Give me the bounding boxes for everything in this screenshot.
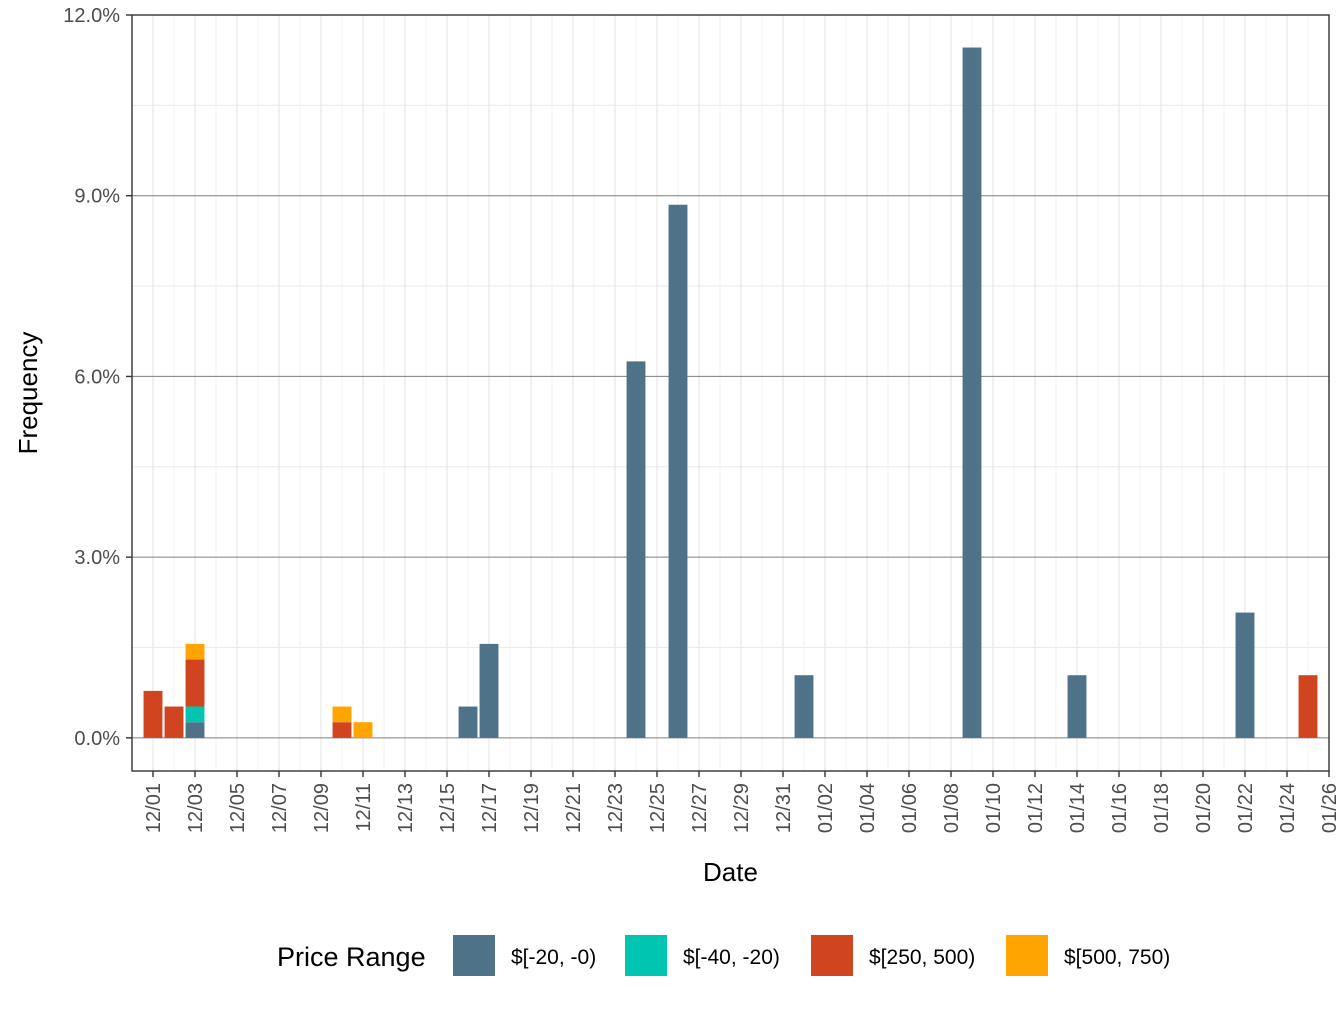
- x-tick-label: 01/26: [1319, 783, 1341, 833]
- legend-label: $[-20, -0): [511, 946, 596, 969]
- x-tick-label: 01/02: [815, 783, 837, 833]
- grid-layer: [132, 14, 1330, 771]
- x-tick-label: 12/11: [353, 783, 375, 832]
- x-tick-label: 12/15: [437, 783, 459, 833]
- x-tick-label: 12/09: [311, 783, 333, 833]
- bar-segment: [794, 675, 814, 738]
- x-tick-label: 12/03: [185, 783, 207, 833]
- x-tick-label: 12/19: [521, 783, 543, 833]
- y-tick-label: 0.0%: [74, 728, 120, 750]
- bar-segment: [185, 706, 205, 723]
- x-tick-label: 01/14: [1067, 783, 1089, 833]
- legend-key: [811, 935, 853, 976]
- bar-segment: [458, 706, 478, 738]
- y-tick-label: 3.0%: [74, 547, 120, 569]
- x-tick-label: 12/01: [143, 783, 165, 833]
- x-axis-title: Date: [703, 857, 758, 887]
- y-axis-title: Frequency: [13, 332, 43, 455]
- x-tick-label: 12/25: [647, 783, 669, 833]
- x-tick-label: 01/22: [1235, 783, 1257, 833]
- bar-segment: [353, 722, 373, 738]
- bar-segment: [143, 690, 163, 738]
- bar-segment: [332, 706, 352, 723]
- bar-segment: [626, 361, 646, 738]
- bar-segment: [668, 204, 688, 738]
- bar-segment: [1235, 612, 1255, 738]
- bar-segment: [185, 643, 205, 660]
- y-tick-label: 12.0%: [63, 5, 120, 27]
- axis-layer: 0.0% 3.0% 6.0% 9.0% 12.0% 12/01 12/03 12/05 12/0…: [63, 5, 1341, 833]
- legend-label: $[500, 750): [1064, 946, 1170, 969]
- x-tick-label: 12/27: [689, 783, 711, 833]
- panel-border: [131, 14, 1330, 772]
- legend-label: $[-40, -20): [683, 946, 780, 969]
- x-tick-label: 12/21: [563, 783, 585, 833]
- x-tick-label: 01/10: [983, 783, 1005, 833]
- x-tick-label: 12/05: [227, 783, 249, 833]
- legend-label: $[250, 500): [869, 946, 975, 969]
- bar-layer: [143, 47, 1318, 738]
- bar-segment: [479, 643, 499, 738]
- bar-segment: [164, 706, 184, 738]
- x-tick-label: 01/20: [1193, 783, 1215, 833]
- x-tick-label: 01/06: [899, 783, 921, 833]
- x-tick-label: 12/13: [395, 783, 417, 833]
- x-tick-label: 01/08: [941, 783, 963, 833]
- legend-key: [453, 935, 495, 976]
- bar-segment: [185, 659, 205, 707]
- x-tick-label: 01/18: [1151, 783, 1173, 833]
- x-tick-label: 01/24: [1277, 783, 1299, 833]
- y-tick-label: 9.0%: [74, 186, 120, 208]
- y-tick-label: 6.0%: [74, 366, 120, 388]
- bar-segment: [185, 722, 205, 738]
- x-tick-label: 01/12: [1025, 783, 1047, 833]
- x-tick-label: 12/31: [773, 783, 795, 833]
- bar-segment: [1067, 675, 1087, 738]
- legend-key: [1006, 935, 1048, 976]
- x-tick-label: 12/17: [479, 783, 501, 833]
- legend: Price Range $[-20, -0) $[-40, -20) $[250, …: [277, 935, 1170, 976]
- legend-key: [625, 935, 667, 976]
- x-tick-label: 01/16: [1109, 783, 1131, 833]
- x-tick-label: 12/23: [605, 783, 627, 833]
- legend-title: Price Range: [277, 942, 426, 972]
- x-tick-label: 12/29: [731, 783, 753, 833]
- x-tick-label: 01/04: [857, 783, 879, 833]
- bar-segment: [1298, 675, 1318, 738]
- legend-items: $[-20, -0) $[-40, -20) $[250, 500) $[500, 7…: [453, 935, 1170, 976]
- x-tick-label: 12/07: [269, 783, 291, 833]
- bar-segment: [962, 47, 982, 738]
- bar-segment: [332, 722, 352, 738]
